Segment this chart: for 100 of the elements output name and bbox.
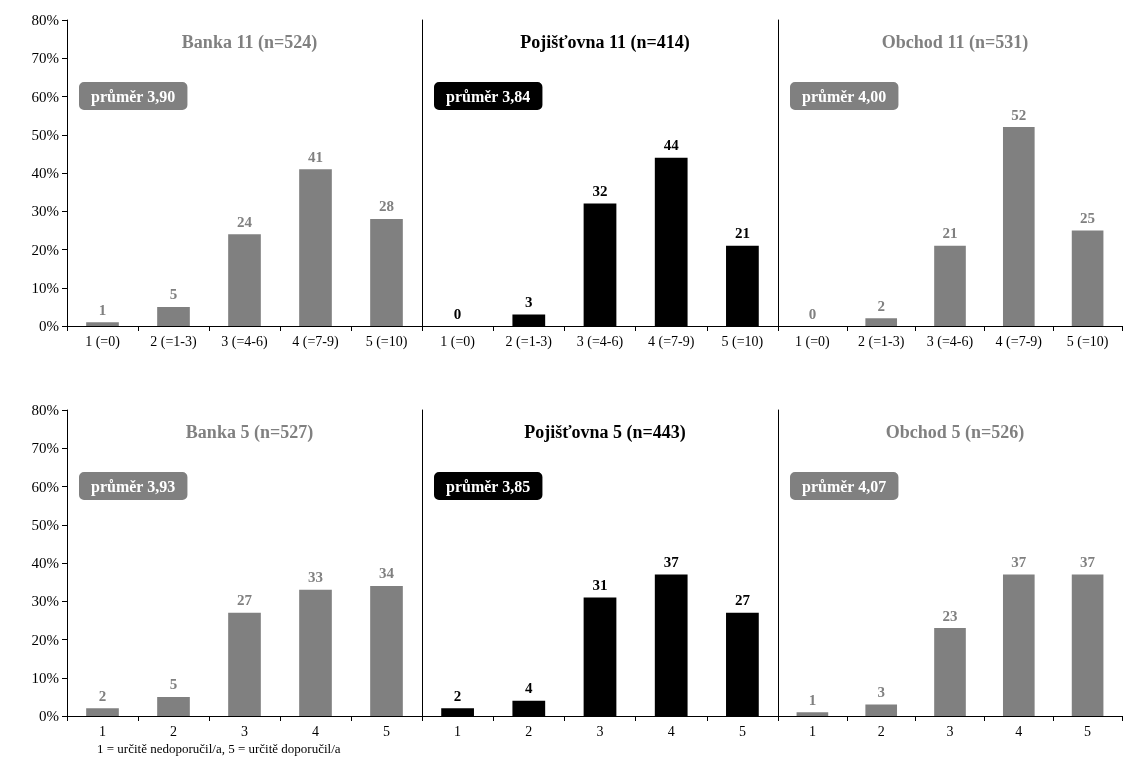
data-label: 34: [379, 565, 395, 582]
data-label: 0: [453, 305, 462, 322]
x-tick-label: 1: [808, 723, 816, 739]
annotation: průměr 3,90: [91, 87, 176, 106]
data-label: 23: [942, 607, 958, 624]
data-label: 4: [525, 680, 534, 697]
x-tick-label: 4: [312, 723, 319, 739]
bar: [299, 169, 332, 326]
data-label: 37: [663, 553, 680, 570]
data-label: 3: [525, 294, 533, 311]
bar: [865, 704, 898, 716]
data-label: 0: [808, 305, 817, 322]
annotation: průměr 4,07: [802, 477, 887, 496]
bar: [228, 612, 261, 716]
data-label: 52: [1011, 106, 1027, 123]
y-tick-label: 40%: [31, 165, 59, 181]
x-tick-label: 2 (=1-3): [150, 333, 198, 350]
annotation: průměr 3,84: [446, 87, 531, 106]
data-label: 25: [1080, 209, 1096, 226]
x-tick-label: 4 (=7-9): [292, 333, 340, 350]
text: Banka 5 (n=527): [185, 422, 314, 443]
x-tick-label: 3: [946, 723, 954, 739]
text: Obchod 5 (n=526): [885, 422, 1025, 443]
data-label: 32: [592, 183, 608, 200]
y-tick-label: 40%: [31, 555, 59, 571]
bar: [934, 628, 966, 716]
x-tick-label: 5 (=10): [721, 333, 764, 350]
data-label: 2: [98, 687, 107, 704]
y-tick-label: 70%: [31, 440, 59, 457]
bar: [86, 708, 119, 716]
data-label: 2: [453, 687, 462, 704]
x-tick-label: 3: [241, 723, 248, 739]
y-tick-label: 10%: [31, 669, 59, 686]
x-tick-label: 1 (=0): [85, 333, 121, 350]
x-tick-label: 3 (=4-6): [221, 333, 269, 350]
data-label: 3: [877, 684, 885, 701]
y-tick-label: 0%: [39, 708, 59, 724]
bar: [228, 234, 261, 326]
data-label: 31: [592, 576, 608, 593]
y-tick-label: 60%: [31, 478, 59, 495]
text: Pojišťovna 11 (n=414): [520, 32, 690, 53]
data-label: 5: [169, 286, 178, 303]
bar: [1071, 230, 1104, 326]
bar: [157, 696, 190, 716]
x-tick-label: 5: [738, 723, 746, 739]
x-tick-label: 2: [525, 723, 533, 739]
data-label: 28: [379, 198, 394, 215]
x-tick-label: 4: [667, 723, 675, 739]
text: Pojišťovna 5 (n=443): [524, 422, 686, 443]
data-label: 27: [734, 592, 751, 609]
data-label: 1: [808, 691, 817, 708]
data-label: 21: [734, 225, 750, 242]
x-tick-label: 2: [170, 723, 177, 739]
y-tick-label: 50%: [31, 516, 59, 533]
y-tick-label: 30%: [31, 203, 59, 220]
y-tick-label: 30%: [31, 593, 59, 610]
data-label: 1: [98, 301, 107, 318]
y-tick-label: 70%: [31, 50, 59, 67]
x-tick-label: 4 (=7-9): [995, 333, 1043, 350]
annotation: průměr 3,85: [446, 477, 531, 496]
x-tick-label: 1 (=0): [440, 333, 476, 350]
bar: [157, 306, 190, 326]
y-tick-label: 0%: [39, 318, 59, 334]
x-tick-label: 5 (=10): [1066, 333, 1109, 350]
x-tick-label: 4 (=7-9): [648, 333, 695, 350]
x-tick-label: 4: [1015, 723, 1023, 739]
data-label: 27: [237, 592, 253, 609]
data-label: 33: [308, 569, 323, 586]
data-label: 44: [663, 137, 680, 154]
x-tick-label: 2 (=1-3): [505, 333, 553, 350]
bar: [865, 318, 898, 326]
annotation: průměr 3,93: [91, 477, 176, 496]
data-label: 24: [237, 213, 253, 230]
bar: [370, 218, 403, 326]
annotation: průměr 4,00: [802, 87, 887, 106]
x-tick-label: 5: [1084, 723, 1092, 739]
bar: [796, 712, 829, 716]
data-label: 5: [169, 676, 178, 693]
text: Banka 11 (n=524): [181, 32, 318, 53]
x-tick-label: 1: [454, 723, 462, 739]
bar: [86, 322, 119, 326]
x-tick-label: 5 (=10): [365, 333, 408, 350]
data-label: 21: [942, 225, 958, 242]
data-label: 37: [1011, 553, 1027, 570]
y-tick-label: 20%: [31, 631, 59, 648]
x-tick-label: 3 (=4-6): [576, 333, 624, 350]
y-tick-label: 10%: [31, 279, 59, 296]
data-label: 37: [1080, 553, 1096, 570]
bar: [1071, 574, 1104, 716]
y-tick-label: 60%: [31, 88, 59, 105]
x-tick-label: 2 (=1-3): [858, 333, 905, 350]
x-tick-label: 5: [383, 723, 390, 739]
y-tick-label: 80%: [31, 12, 59, 28]
x-tick-label: 3: [596, 723, 604, 739]
x-tick-label: 2: [877, 723, 885, 739]
data-label: 2: [877, 297, 885, 314]
text: Obchod 11 (n=531): [881, 32, 1029, 53]
bar: [370, 585, 403, 716]
bar: [1002, 574, 1035, 716]
x-tick-label: 3 (=4-6): [926, 333, 974, 350]
